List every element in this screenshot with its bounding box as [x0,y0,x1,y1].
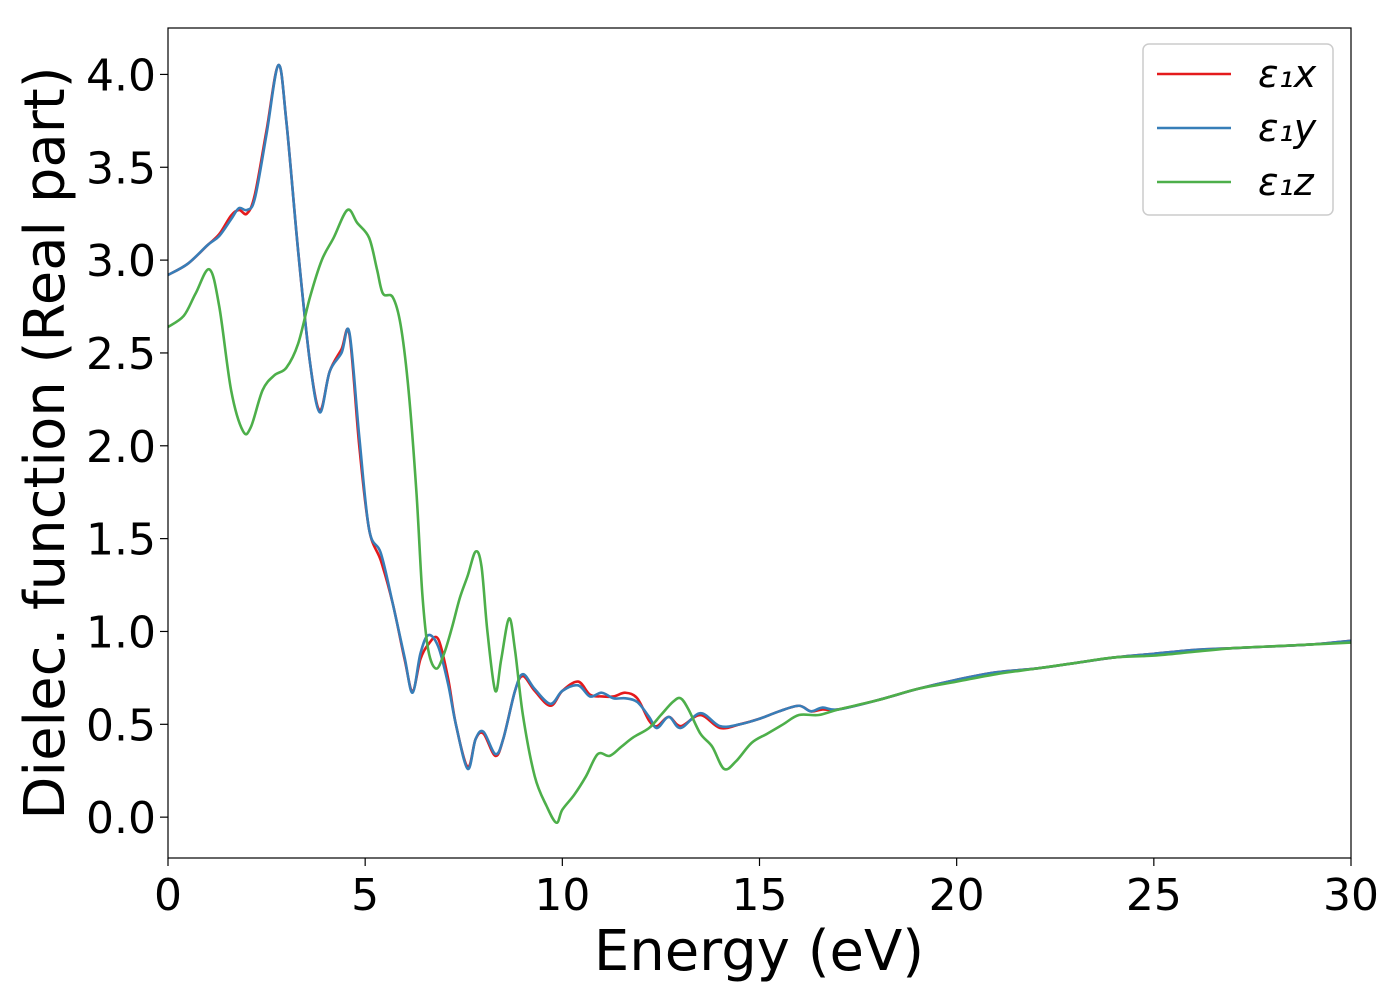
y-tick-label: 4.0 [86,50,156,101]
y-axis: 0.0 0.5 1.0 1.5 2.0 2.5 3.0 3.5 4.0 [86,50,168,844]
legend: ε₁x ε₁y ε₁z [1142,43,1334,216]
x-axis-label: Energy (eV) [594,919,924,984]
y-tick-label: 3.0 [86,236,156,287]
y-tick-label: 2.0 [86,422,156,473]
x-tick-label: 20 [929,870,985,921]
legend-box [1142,43,1334,216]
y-tick-label: 2.5 [86,329,156,380]
x-tick-label: 25 [1126,870,1182,921]
x-tick-label: 15 [732,870,788,921]
x-tick-label: 30 [1323,870,1379,921]
x-tick-label: 5 [351,870,379,921]
y-tick-label: 3.5 [86,143,156,194]
x-axis: 0 5 10 15 20 25 30 [154,858,1379,921]
legend-label-1: ε₁y [1258,106,1317,150]
y-tick-label: 0.0 [86,793,156,844]
y-tick-label: 1.5 [86,515,156,566]
y-tick-label: 1.0 [86,607,156,658]
y-tick-label: 0.5 [86,700,156,751]
x-tick-label: 0 [154,870,182,921]
x-tick-label: 10 [534,870,590,921]
series-layer [168,63,1351,825]
legend-label-0: ε₁x [1258,52,1317,96]
y-axis-label: Dielec. function (Real part) [13,66,78,819]
series-line-2 [168,208,1351,825]
legend-label-2: ε₁z [1258,160,1315,204]
